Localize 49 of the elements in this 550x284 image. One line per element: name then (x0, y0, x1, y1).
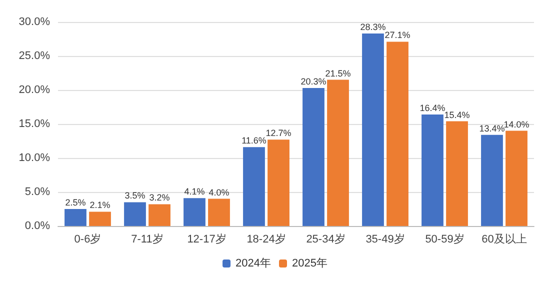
bar (124, 202, 146, 226)
data-label: 4.1% (184, 186, 205, 197)
data-label: 27.1% (384, 30, 410, 40)
data-label: 14.0% (504, 119, 530, 130)
y-tick-label: 30.0% (18, 16, 50, 28)
data-label: 11.6% (242, 136, 266, 146)
data-label: 16.4% (420, 102, 446, 113)
bar (446, 121, 468, 226)
bar (208, 198, 230, 226)
data-label: 3.5% (124, 190, 146, 201)
y-tick-label: 0.0% (24, 220, 50, 232)
bar (422, 114, 444, 226)
data-label: 2.5% (65, 198, 86, 208)
bar (302, 88, 324, 226)
bar (362, 34, 384, 226)
data-label: 3.2% (149, 192, 170, 203)
bar (184, 198, 206, 226)
data-label: 21.5% (325, 68, 351, 78)
data-label: 28.3% (360, 22, 386, 32)
data-label: 15.4% (444, 110, 470, 120)
data-label: 4.0% (208, 187, 230, 198)
x-tick-label: 25-34岁 (306, 234, 346, 246)
y-tick-label: 20.0% (18, 84, 50, 96)
x-tick-label: 50-59岁 (425, 234, 464, 246)
y-tick-label: 5.0% (24, 186, 50, 198)
bar (64, 209, 86, 226)
data-label: 2.1% (90, 200, 110, 210)
y-tick-label: 25.0% (18, 50, 50, 62)
bar (506, 130, 528, 226)
x-tick-label: 0-6岁 (74, 234, 102, 246)
x-tick-label: 18-24岁 (246, 234, 286, 246)
x-tick-label: 35-49岁 (366, 234, 405, 246)
bar (327, 80, 349, 226)
bar (89, 212, 111, 226)
y-tick-label: 15.0% (18, 118, 50, 130)
x-tick-label: 7-11岁 (131, 234, 164, 246)
x-tick-label: 60及以上 (482, 232, 527, 246)
data-label: 20.3% (300, 76, 326, 86)
legend-label: 2024年 (236, 258, 272, 270)
bar (386, 42, 408, 226)
data-label: 12.7% (266, 128, 292, 138)
bar (148, 204, 170, 226)
bar (243, 147, 265, 226)
legend-label: 2025年 (292, 258, 328, 270)
y-tick-label: 10.0% (18, 152, 50, 164)
bar (481, 134, 503, 226)
bar (268, 140, 290, 226)
data-label: 13.4% (479, 123, 505, 134)
x-tick-label: 12-17岁 (187, 234, 226, 246)
